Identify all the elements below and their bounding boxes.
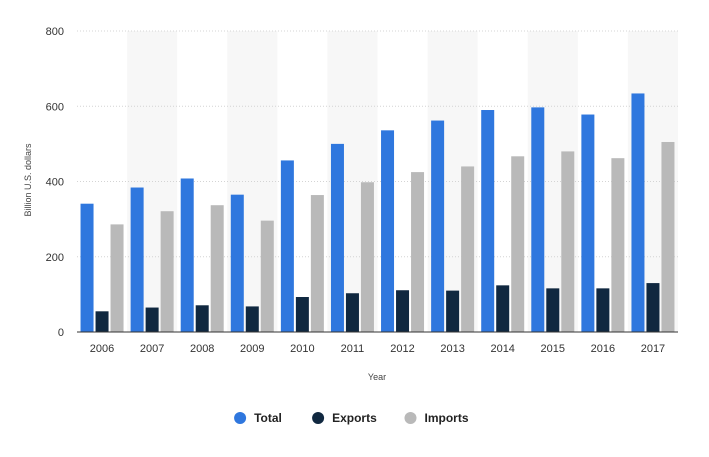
bar-total-2016[interactable]	[581, 114, 595, 332]
x-tick-label: 2012	[390, 343, 414, 355]
y-tick-labels: 0 200 400 600 800	[46, 26, 64, 339]
bar-imports-2010[interactable]	[310, 195, 324, 332]
x-tick-labels: 2006 2007 2008 2009 2010 2011 2012 2013 2014 2015…	[90, 343, 665, 355]
bar-imports-2015[interactable]	[561, 151, 575, 332]
bar-total-2006[interactable]	[80, 203, 94, 332]
bar-total-2011[interactable]	[330, 143, 344, 332]
bar-exports-2010[interactable]	[295, 297, 309, 332]
x-tick-label: 2011	[341, 343, 365, 355]
bar-exports-2015[interactable]	[546, 288, 560, 332]
x-tick-label: 2016	[591, 343, 615, 355]
bars	[80, 93, 675, 333]
bar-exports-2012[interactable]	[396, 290, 410, 332]
legend-item-total[interactable]: Total	[234, 411, 282, 425]
bar-imports-2007[interactable]	[160, 211, 174, 332]
bar-imports-2011[interactable]	[360, 182, 374, 332]
bar-exports-2014[interactable]	[496, 285, 510, 332]
legend-item-exports[interactable]: Exports	[312, 411, 377, 425]
x-tick-label: 2017	[641, 343, 665, 355]
bar-imports-2017[interactable]	[661, 141, 675, 332]
x-tick-label: 2013	[440, 343, 464, 355]
bar-exports-2007[interactable]	[145, 307, 159, 332]
bar-imports-2014[interactable]	[511, 156, 525, 332]
legend-label: Imports	[425, 411, 469, 425]
bar-total-2013[interactable]	[431, 120, 445, 332]
bar-imports-2012[interactable]	[411, 172, 425, 332]
bar-total-2017[interactable]	[631, 93, 645, 333]
x-tick-label: 2010	[290, 343, 314, 355]
bar-imports-2008[interactable]	[210, 205, 224, 332]
bar-imports-2016[interactable]	[611, 158, 625, 332]
y-tick-label: 400	[46, 177, 64, 189]
bar-exports-2013[interactable]	[446, 290, 460, 332]
x-tick-label: 2015	[541, 343, 565, 355]
bar-imports-2006[interactable]	[110, 224, 124, 332]
x-tick-label: 2014	[490, 343, 514, 355]
bar-total-2007[interactable]	[130, 187, 144, 332]
legend-label: Total	[254, 411, 282, 425]
bar-exports-2008[interactable]	[195, 305, 209, 332]
x-axis-title: Year	[368, 372, 386, 382]
y-tick-label: 200	[46, 252, 64, 264]
legend-marker	[234, 412, 247, 424]
bar-total-2014[interactable]	[481, 110, 495, 332]
bar-exports-2011[interactable]	[345, 293, 359, 332]
bar-exports-2016[interactable]	[596, 288, 610, 332]
bar-total-2012[interactable]	[381, 130, 395, 332]
legend-marker	[312, 412, 325, 424]
bar-total-2015[interactable]	[531, 107, 545, 332]
y-tick-label: 600	[46, 101, 64, 113]
bar-exports-2006[interactable]	[95, 311, 109, 332]
legend: Total Exports Imports	[234, 411, 469, 425]
bar-total-2008[interactable]	[180, 178, 194, 332]
bar-exports-2009[interactable]	[245, 306, 259, 332]
bar-imports-2013[interactable]	[461, 166, 475, 332]
legend-label: Exports	[332, 411, 377, 425]
bar-imports-2009[interactable]	[260, 220, 274, 332]
x-tick-label: 2006	[90, 343, 114, 355]
legend-item-imports[interactable]: Imports	[404, 411, 469, 425]
x-tick-label: 2009	[240, 343, 264, 355]
y-tick-label: 0	[58, 327, 64, 339]
legend-marker	[404, 412, 417, 424]
bar-total-2009[interactable]	[230, 194, 244, 332]
grid-lines	[77, 30, 678, 258]
bar-exports-2017[interactable]	[646, 283, 660, 332]
x-tick-label: 2008	[190, 343, 214, 355]
y-tick-label: 800	[46, 26, 64, 38]
x-tick-label: 2007	[140, 343, 164, 355]
bar-total-2010[interactable]	[280, 160, 294, 332]
y-axis-title: Billion U.S. dollars	[23, 143, 33, 217]
